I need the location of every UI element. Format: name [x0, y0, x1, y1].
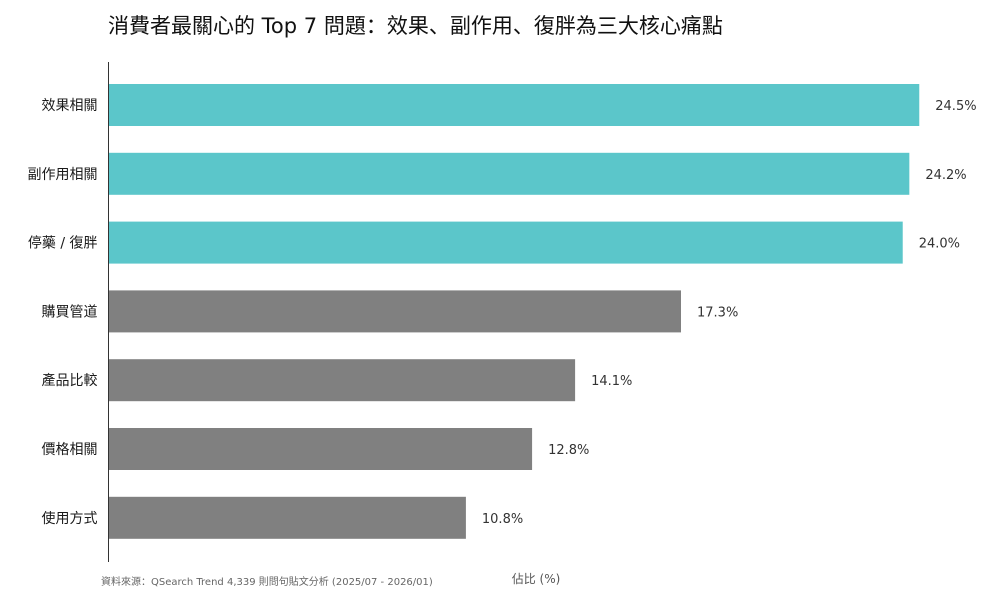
bar-5: [108, 359, 576, 402]
category-label-2: 副作用相關: [28, 167, 98, 183]
bar-4: [108, 290, 682, 333]
value-label-7: 10.8%: [482, 512, 523, 527]
bar-2: [108, 152, 910, 195]
bar-3: [108, 221, 903, 264]
category-label-7: 使用方式: [42, 510, 98, 527]
value-label-1: 24.5%: [935, 99, 976, 114]
category-label-3: 停藥 / 復胖: [28, 235, 98, 252]
bar-7: [108, 496, 466, 539]
x-axis-label: 佔比 (%): [512, 572, 561, 586]
source-note: 資料來源：QSearch Trend 4,339 則問句貼文分析 (2025/0…: [101, 577, 433, 588]
value-label-5: 14.1%: [591, 374, 632, 389]
bars-layer: [108, 84, 920, 539]
category-label-1: 效果相關: [42, 98, 98, 114]
chart-title: 消費者最關心的 Top 7 問題：效果、副作用、復胖為三大核心痛點: [108, 14, 723, 38]
bar-1: [108, 84, 920, 126]
value-label-3: 24.0%: [919, 237, 960, 252]
value-labels-layer: 24.5% 24.2% 24.0% 17.3% 14.1% 12.8% 10.8%: [482, 99, 977, 527]
value-label-2: 24.2%: [925, 168, 966, 183]
value-label-4: 17.3%: [697, 305, 738, 320]
category-label-6: 價格相關: [42, 441, 98, 458]
category-label-4: 購買管道: [42, 304, 98, 320]
bar-6: [108, 428, 533, 470]
value-label-6: 12.8%: [548, 443, 589, 458]
category-label-5: 產品比較: [42, 372, 98, 389]
